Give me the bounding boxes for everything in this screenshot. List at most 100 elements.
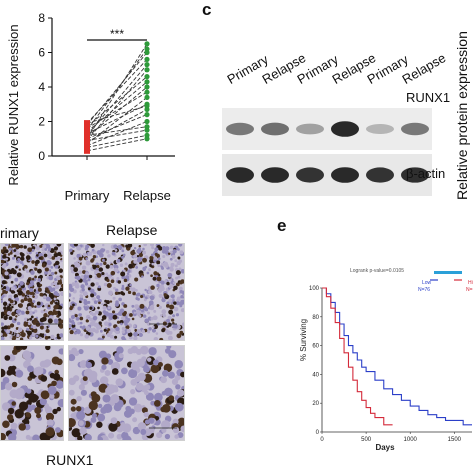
ihc-nucleus bbox=[79, 333, 84, 337]
ihc-nucleus bbox=[95, 255, 99, 258]
ihc-nucleus bbox=[10, 422, 18, 430]
ihc-nucleus bbox=[177, 432, 184, 439]
ihc-nucleus bbox=[71, 428, 81, 438]
ihc-nucleus bbox=[153, 309, 157, 313]
ihc-nucleus bbox=[171, 254, 176, 259]
ihc-nucleus bbox=[101, 271, 105, 276]
ihc-nucleus bbox=[84, 434, 92, 440]
ihc-nucleus bbox=[164, 387, 173, 397]
ihc-nucleus bbox=[69, 248, 73, 253]
ihc-nucleus bbox=[3, 333, 8, 337]
ihc-nucleus bbox=[142, 257, 147, 263]
ihc-nucleus bbox=[176, 260, 181, 266]
ihc-nucleus bbox=[129, 283, 132, 287]
ihc-nucleus bbox=[90, 391, 97, 398]
relapse-point bbox=[144, 61, 150, 68]
ihc-nucleus bbox=[105, 272, 108, 276]
ihc-nucleus bbox=[75, 262, 81, 268]
ihc-nucleus bbox=[138, 252, 143, 257]
ihc-nucleus bbox=[69, 323, 72, 329]
blot-band bbox=[261, 122, 289, 136]
ihc-nucleus bbox=[69, 417, 76, 428]
ihc-nucleus bbox=[141, 407, 148, 414]
ihc-nucleus bbox=[53, 246, 59, 251]
ihc-nucleus bbox=[164, 433, 171, 440]
panel-b-significance: *** bbox=[110, 27, 124, 41]
ihc-nucleus bbox=[58, 280, 63, 285]
ihc-nucleus bbox=[8, 354, 16, 362]
panel-e-xlabel: Days bbox=[375, 443, 395, 452]
ihc-nucleus bbox=[127, 244, 133, 248]
ihc-nucleus bbox=[2, 246, 7, 251]
ihc-nucleus bbox=[11, 401, 16, 406]
ihc-nucleus bbox=[121, 284, 125, 288]
ihc-nucleus bbox=[101, 258, 105, 262]
ihc-nucleus bbox=[163, 293, 168, 297]
ihc-nucleus bbox=[72, 250, 75, 253]
ihc-nucleus bbox=[79, 316, 84, 321]
ihc-nucleus bbox=[1, 368, 6, 378]
ihc-nucleus bbox=[75, 406, 82, 412]
ihc-nucleus bbox=[25, 310, 30, 315]
ihc-nucleus bbox=[13, 254, 17, 258]
ihc-nucleus bbox=[50, 315, 54, 319]
ihc-nucleus bbox=[167, 272, 173, 278]
ihc-nucleus bbox=[102, 394, 111, 403]
ihc-nucleus bbox=[69, 329, 74, 335]
ihc-nucleus bbox=[178, 244, 183, 247]
ihc-nucleus bbox=[160, 420, 171, 430]
ihc-nucleus bbox=[134, 277, 139, 282]
ihc-nucleus bbox=[162, 254, 166, 259]
pair-line bbox=[86, 69, 148, 141]
ihc-nucleus bbox=[123, 409, 133, 418]
ihc-nucleus bbox=[179, 330, 184, 335]
ihc-nucleus bbox=[121, 336, 126, 340]
ihc-nucleus bbox=[84, 334, 89, 339]
ihc-nucleus bbox=[1, 284, 3, 288]
ihc-nucleus bbox=[91, 327, 97, 333]
ihc-nucleus bbox=[25, 434, 31, 440]
ihc-nucleus bbox=[108, 432, 115, 439]
panel-d-col-label-primary: rimary bbox=[0, 225, 39, 241]
panel-e-ytick-label: 40 bbox=[312, 372, 319, 378]
blot-band bbox=[226, 167, 254, 183]
ihc-nucleus bbox=[20, 346, 28, 350]
ihc-nucleus bbox=[130, 346, 139, 354]
panel-b-ytick-label: 4 bbox=[38, 80, 45, 94]
ihc-nucleus bbox=[84, 406, 92, 414]
ihc-nucleus bbox=[70, 413, 76, 419]
ihc-nucleus bbox=[155, 332, 159, 335]
pair-line bbox=[86, 81, 148, 133]
ihc-nucleus bbox=[142, 250, 147, 255]
ihc-nucleus bbox=[48, 247, 52, 250]
ihc-nucleus bbox=[145, 392, 155, 401]
ihc-nucleus bbox=[55, 380, 63, 389]
ihc-nucleus bbox=[69, 354, 76, 362]
ihc-nucleus bbox=[14, 318, 17, 321]
ihc-nucleus bbox=[29, 317, 33, 321]
ihc-nucleus bbox=[71, 327, 74, 331]
ihc-nucleus bbox=[25, 289, 31, 295]
ihc-nucleus bbox=[59, 333, 63, 338]
ihc-nucleus bbox=[174, 359, 184, 369]
pair-line bbox=[86, 126, 148, 136]
ihc-nucleus bbox=[148, 327, 152, 331]
ihc-nucleus bbox=[176, 389, 184, 397]
ihc-nucleus bbox=[11, 305, 14, 309]
ihc-nucleus bbox=[107, 254, 111, 258]
ihc-nucleus bbox=[130, 389, 136, 395]
ihc-nucleus bbox=[148, 347, 157, 356]
ihc-nucleus bbox=[128, 368, 138, 379]
ihc-nucleus bbox=[25, 255, 31, 260]
blot-actin-strip bbox=[222, 154, 432, 196]
relapse-point bbox=[144, 41, 150, 47]
ihc-nucleus bbox=[113, 286, 116, 290]
ihc-nucleus bbox=[121, 367, 128, 375]
ihc-nucleus bbox=[51, 380, 57, 387]
panel-d-col-label-relapse: Relapse bbox=[106, 222, 158, 238]
ihc-nucleus bbox=[3, 255, 7, 259]
primary-point bbox=[84, 144, 90, 151]
ihc-nucleus bbox=[30, 281, 35, 286]
ihc-nucleus bbox=[12, 290, 16, 294]
ihc-nucleus bbox=[44, 406, 53, 414]
